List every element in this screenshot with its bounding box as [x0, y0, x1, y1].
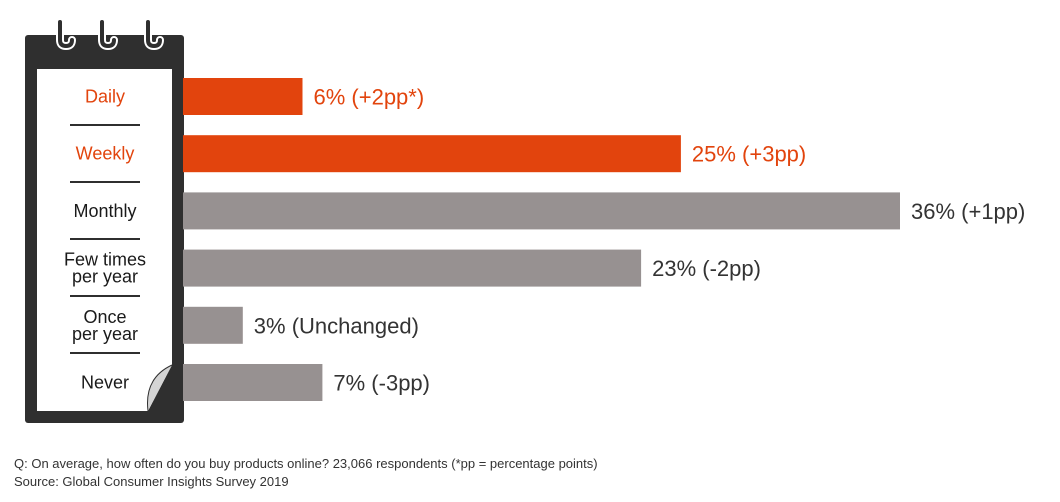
- value-label-1: 25% (+3pp): [692, 142, 806, 167]
- value-label-0: 6% (+2pp*): [314, 85, 425, 110]
- value-label-4: 3% (Unchanged): [254, 313, 419, 338]
- survey-question-note: Q: On average, how often do you buy prod…: [14, 456, 598, 471]
- bar-3: [183, 249, 642, 287]
- category-label-0: Daily: [85, 87, 125, 107]
- bar-5: [183, 364, 323, 401]
- value-label-2: 36% (+1pp): [911, 199, 1025, 224]
- category-label-4: Once per year: [72, 307, 138, 344]
- category-label-5: Never: [81, 373, 129, 393]
- category-label-2: Monthly: [73, 201, 136, 221]
- value-label-3: 23% (-2pp): [652, 256, 761, 281]
- source-note: Source: Global Consumer Insights Survey …: [14, 474, 289, 489]
- value-labels: 6% (+2pp*) 25% (+3pp) 36% (+1pp) 23% (-2pp)…: [254, 85, 1026, 396]
- bar-2: [183, 192, 900, 230]
- category-labels: Daily Weekly Monthly Few times per year Once p…: [64, 87, 146, 393]
- bar-1: [183, 135, 681, 173]
- category-label-3: Few times per year: [64, 250, 146, 287]
- category-label-1: Weekly: [76, 144, 135, 164]
- bar-4: [183, 306, 243, 344]
- bars: [183, 78, 900, 401]
- value-label-5: 7% (-3pp): [333, 371, 430, 396]
- bar-0: [183, 78, 303, 115]
- calendar-frame-icon: [25, 18, 184, 423]
- frequency-bar-chart: Daily Weekly Monthly Few times per year Once p…: [25, 18, 1026, 423]
